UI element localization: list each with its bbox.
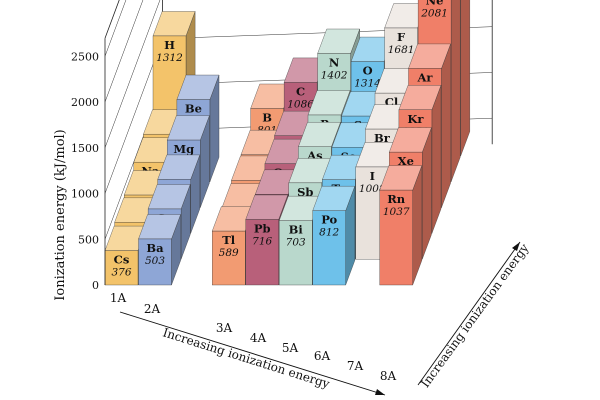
x-axis-arrow: Increasing ionization energy xyxy=(119,311,386,396)
gridline-left xyxy=(104,0,161,148)
element-symbol: Mg xyxy=(173,142,194,156)
gridline-left xyxy=(104,0,127,57)
element-symbol: I xyxy=(370,169,375,183)
z-axis-label: Increasing ionization energy xyxy=(418,241,532,390)
y-axis-label: Ionization energy (kJ/mol) xyxy=(53,129,68,301)
y-tick-label: 0 xyxy=(92,279,99,292)
y-tick-label: 1000 xyxy=(71,188,99,201)
bar-front xyxy=(138,238,172,286)
element-value: 1681 xyxy=(388,44,415,56)
z-axis-arrow: Increasing ionization energy xyxy=(417,241,532,390)
element-symbol: N xyxy=(329,56,340,70)
group-label-3a: 3A xyxy=(216,321,233,335)
element-symbol: Xe xyxy=(398,154,414,168)
element-symbol: Sb xyxy=(297,185,313,199)
element-value: 1037 xyxy=(383,206,410,218)
element-symbol: F xyxy=(397,30,406,44)
element-symbol: Po xyxy=(321,213,337,227)
element-value: 1312 xyxy=(156,52,183,64)
element-symbol: Br xyxy=(374,131,391,145)
group-label-6a: 6A xyxy=(314,349,331,363)
element-symbol: O xyxy=(363,64,373,78)
group-label-2a: 2A xyxy=(144,302,161,316)
y-tick-label: 1500 xyxy=(71,142,99,155)
y-tick-label: 500 xyxy=(78,233,99,246)
bar-side xyxy=(441,43,451,208)
element-value: 1008 xyxy=(359,183,386,195)
element-value: 503 xyxy=(145,255,165,267)
element-value: 1314 xyxy=(354,78,381,90)
element-value: 812 xyxy=(319,227,339,239)
element-symbol: Cs xyxy=(114,253,130,267)
element-symbol: Be xyxy=(185,102,202,116)
bar-front xyxy=(212,230,246,286)
gridline-left xyxy=(104,0,144,103)
group-label-5a: 5A xyxy=(282,341,299,355)
y-tick-label: 2000 xyxy=(71,96,99,109)
element-symbol: B xyxy=(262,111,272,125)
element-symbol: Ba xyxy=(146,241,164,255)
group-label-8a: 8A xyxy=(380,369,397,383)
group-label-7a: 7A xyxy=(347,359,364,373)
group-label-4a: 4A xyxy=(250,331,267,345)
y-tick-label: 2500 xyxy=(71,50,99,63)
bar-side xyxy=(431,85,442,234)
element-symbol: H xyxy=(164,38,175,52)
bar-front xyxy=(104,250,139,286)
bar-front xyxy=(312,210,346,286)
element-value: 1402 xyxy=(321,70,348,82)
bar-side xyxy=(450,0,461,182)
x-axis-label: Increasing ionization energy xyxy=(161,325,331,391)
element-value: 2081 xyxy=(420,7,448,19)
element-symbol: Tl xyxy=(222,233,236,247)
element-symbol: Pb xyxy=(254,221,271,235)
chart-axes: 0 500 1000 1500 2000 2500 1A 2A 3A 4A 5A 6A 7A 8A xyxy=(71,38,396,383)
group-label-1a: 1A xyxy=(110,291,127,305)
back-wall xyxy=(491,0,493,145)
element-value: 589 xyxy=(219,247,239,259)
element-symbol: Rn xyxy=(387,192,406,206)
element-symbol: Ar xyxy=(417,70,434,84)
element-symbol: C xyxy=(296,84,305,98)
element-value: 716 xyxy=(252,235,272,247)
bar-side xyxy=(460,0,470,157)
element-value: 376 xyxy=(111,267,131,279)
element-value: 1086 xyxy=(287,98,314,110)
bar-front xyxy=(279,220,313,286)
element-symbol: Ne xyxy=(426,0,444,7)
bar-front xyxy=(245,219,279,286)
chart-bars: H1312He2372Li520Be899B801C1086N1402O1314… xyxy=(104,0,470,286)
element-value: 703 xyxy=(286,237,306,249)
element-symbol: Bi xyxy=(289,223,304,237)
bar-front xyxy=(379,189,413,286)
element-symbol: Kr xyxy=(407,112,424,126)
